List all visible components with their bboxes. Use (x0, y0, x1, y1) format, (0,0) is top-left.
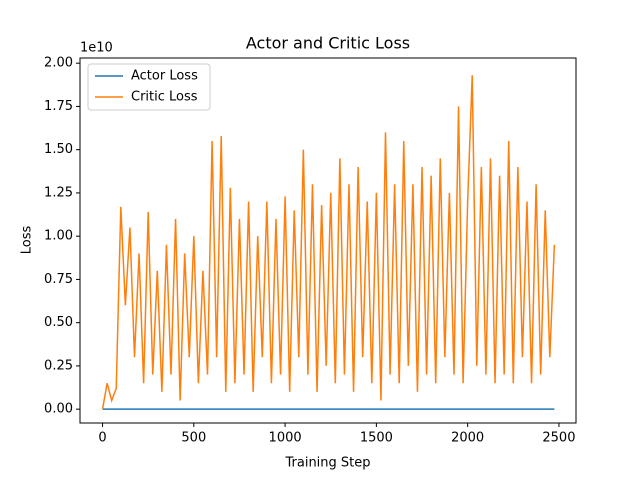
y-tick-label: 0.50 (44, 315, 73, 330)
x-tick-label: 2500 (542, 431, 575, 446)
line-series (101, 75, 556, 410)
y-tick-label: 1.00 (44, 229, 73, 244)
x-tick-label: 1000 (269, 431, 302, 446)
y-tick-label: 2.00 (44, 56, 73, 71)
legend-label: Critic Loss (131, 90, 198, 105)
y-tick-label: 1.50 (44, 142, 73, 157)
y-tick-label: 1.75 (44, 99, 73, 114)
y-tick-label: 0.75 (44, 272, 73, 287)
y-axis-label: Loss (20, 226, 35, 255)
legend-label: Actor Loss (131, 69, 198, 84)
plot-frame (79, 57, 577, 424)
chart-title: Actor and Critic Loss (246, 34, 410, 53)
y-offset-label: 1e10 (80, 41, 113, 56)
x-tick-label: 2000 (451, 431, 484, 446)
x-tick-label: 1500 (360, 431, 393, 446)
y-tick-label: 1.25 (44, 185, 73, 200)
x-tick-label: 0 (98, 431, 106, 446)
y-tick-label: 0.00 (44, 402, 73, 417)
y-tick-label: 0.25 (44, 358, 73, 373)
x-axis-label: Training Step (284, 456, 370, 471)
x-tick-label: 500 (181, 431, 206, 446)
